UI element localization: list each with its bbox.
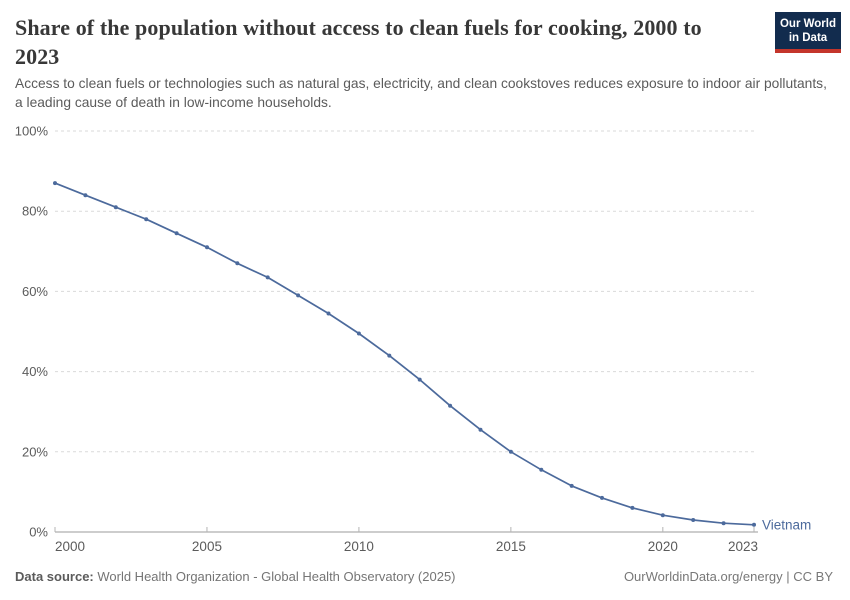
data-point[interactable]: [205, 245, 209, 250]
data-point[interactable]: [569, 483, 574, 488]
series-label[interactable]: Vietnam: [762, 517, 811, 532]
data-point[interactable]: [326, 311, 331, 316]
data-point[interactable]: [113, 205, 118, 210]
data-point[interactable]: [265, 275, 270, 280]
owid-logo-line2: in Data: [788, 32, 828, 44]
y-axis-label: 0%: [29, 525, 48, 540]
data-point[interactable]: [600, 495, 604, 500]
data-point[interactable]: [721, 521, 726, 526]
y-axis-label: 40%: [22, 364, 48, 379]
chart-subtitle: Access to clean fuels or technologies su…: [15, 76, 827, 110]
y-axis-label: 20%: [22, 444, 48, 459]
x-axis-label: 2023: [728, 539, 758, 554]
data-point[interactable]: [387, 353, 392, 358]
data-point[interactable]: [356, 331, 361, 336]
footer-link[interactable]: OurWorldinData.org/energy | CC BY: [623, 569, 833, 584]
y-axis-label: 60%: [22, 284, 48, 299]
data-point[interactable]: [752, 522, 756, 527]
data-point[interactable]: [174, 231, 179, 236]
y-axis-label: 100%: [15, 124, 49, 139]
x-axis-label: 2010: [344, 539, 374, 554]
x-axis-label: 2005: [192, 539, 222, 554]
chart-title: Share of the population without access t…: [15, 15, 702, 69]
x-axis-label: 2020: [648, 539, 678, 554]
data-point[interactable]: [83, 193, 88, 198]
data-point[interactable]: [630, 505, 635, 510]
data-point[interactable]: [660, 513, 665, 518]
data-source[interactable]: Data source: World Health Organization -…: [15, 569, 456, 584]
data-point[interactable]: [691, 518, 696, 522]
series-line[interactable]: [54, 182, 755, 526]
owid-logo-line1: Our World: [779, 18, 836, 30]
data-point[interactable]: [53, 181, 57, 186]
data-point[interactable]: [417, 377, 422, 382]
data-point[interactable]: [144, 217, 149, 222]
data-source-text: World Health Organization - Global Healt…: [93, 569, 456, 584]
data-point[interactable]: [235, 261, 240, 266]
x-axis-label: 2000: [55, 539, 85, 554]
owid-logo[interactable]: Our World in Data: [775, 12, 841, 53]
data-point[interactable]: [508, 449, 513, 454]
data-point[interactable]: [296, 293, 301, 298]
data-point[interactable]: [539, 467, 544, 472]
y-axis-label: 80%: [22, 204, 48, 219]
data-point[interactable]: [448, 403, 453, 408]
data-point[interactable]: [478, 427, 483, 432]
x-axis-label: 2015: [496, 539, 526, 554]
data-source-label: Data source:: [15, 569, 94, 584]
